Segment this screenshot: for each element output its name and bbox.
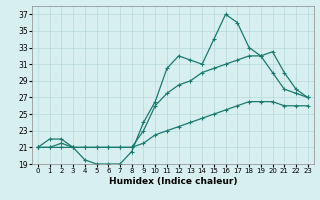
X-axis label: Humidex (Indice chaleur): Humidex (Indice chaleur) <box>108 177 237 186</box>
